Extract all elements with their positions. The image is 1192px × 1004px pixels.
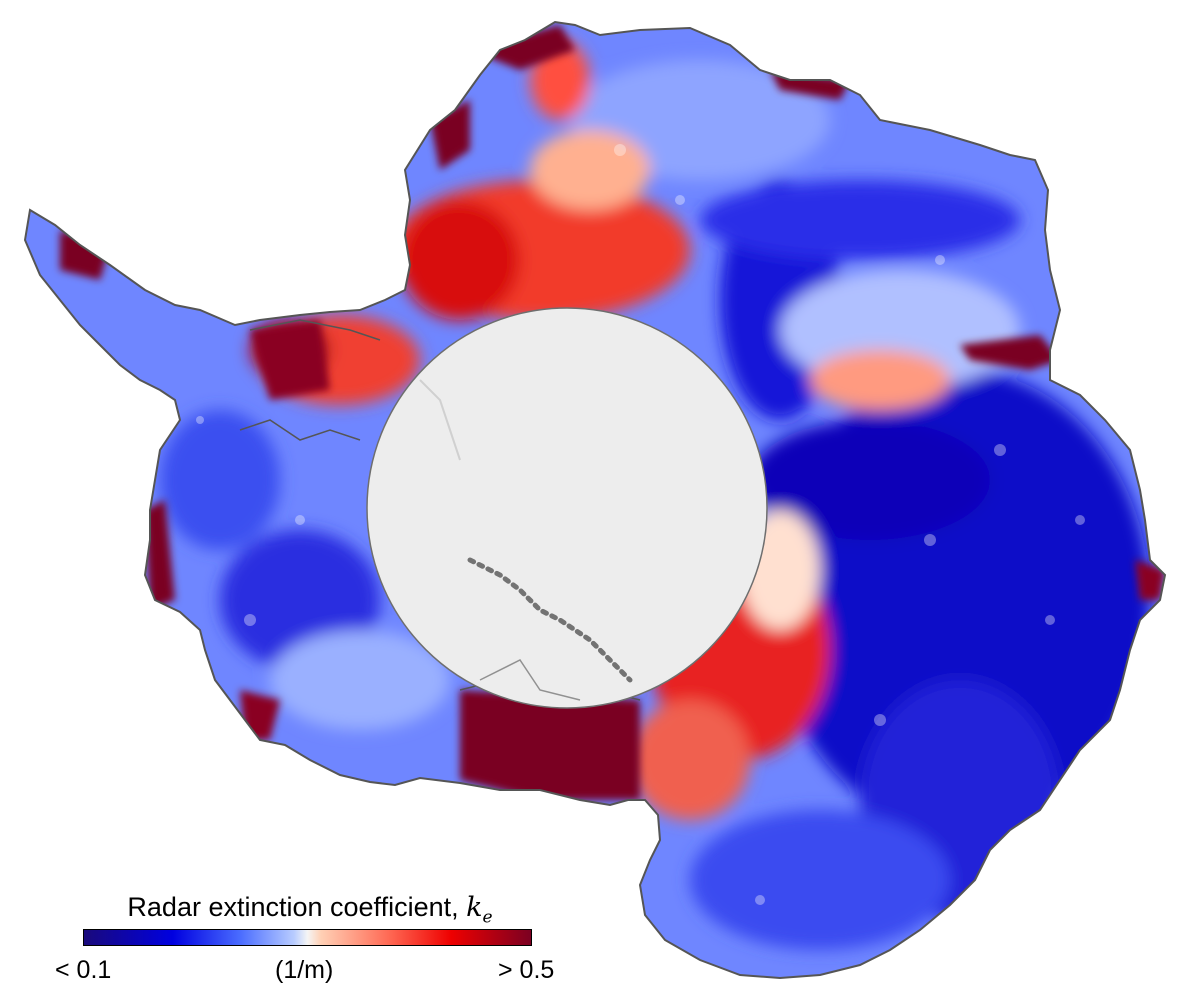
pole-hole-texture xyxy=(419,379,633,701)
colorbar-max-label: > 0.5 xyxy=(498,956,555,984)
pole-hole xyxy=(366,307,768,709)
legend-symbol: ke xyxy=(466,892,493,928)
colorbar xyxy=(83,929,532,946)
coastline xyxy=(23,20,1167,980)
legend-title-text: Radar extinction coefficient, xyxy=(127,892,459,922)
colorbar-min-label: < 0.1 xyxy=(55,956,112,984)
legend-title: Radar extinction coefficient, ke xyxy=(80,892,540,927)
colorbar-fill xyxy=(83,929,532,946)
colorbar-unit-label: (1/m) xyxy=(275,956,334,984)
